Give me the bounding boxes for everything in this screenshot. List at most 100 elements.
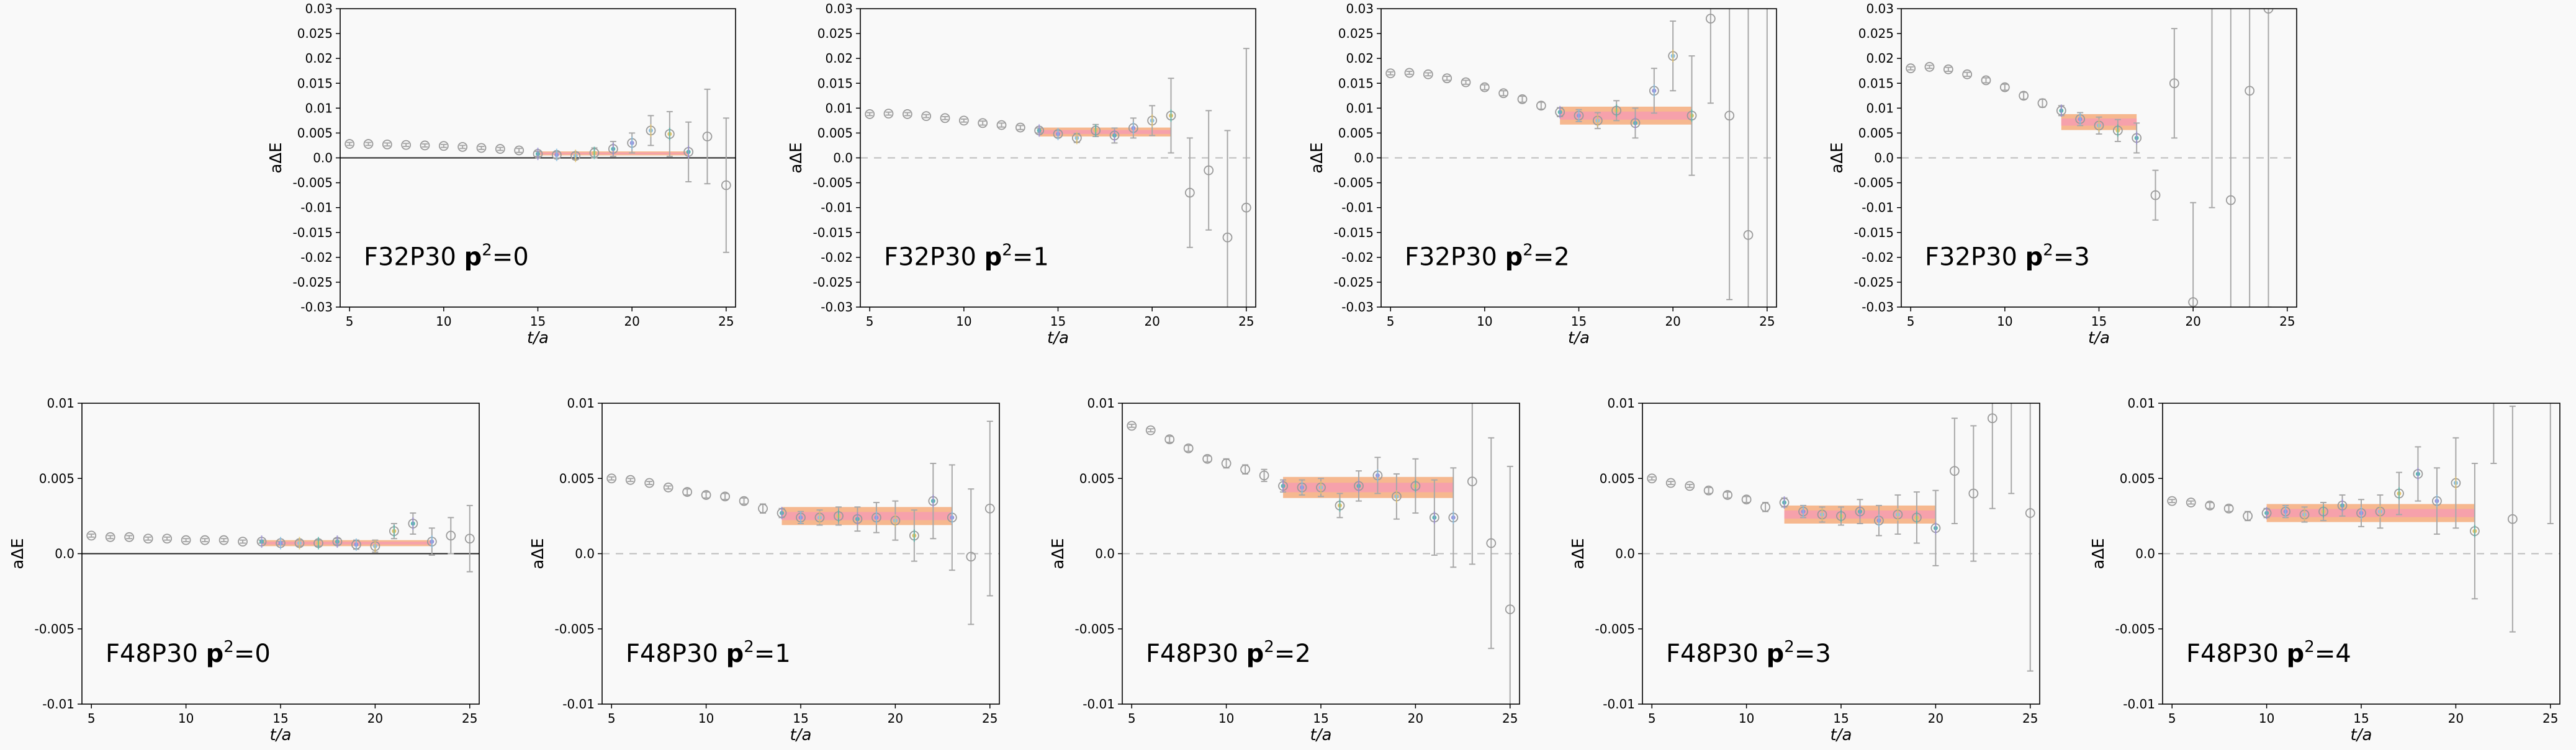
data-point (446, 530, 456, 541)
y-tick-label: -0.01 (1083, 697, 1115, 712)
y-tick-label: 0.025 (297, 26, 333, 41)
momentum-exponent: 2 (1523, 241, 1533, 260)
fit-band-core (2266, 509, 2475, 517)
data-point (438, 141, 449, 151)
y-tick-label: -0.01 (42, 697, 74, 712)
ensemble-name: F48P30 (2186, 640, 2287, 668)
y-tick-label: 0.0 (575, 547, 595, 561)
x-tick-label: 15 (272, 711, 288, 726)
y-tick-label: 0.0 (55, 547, 74, 561)
y-axis-label: aΔE (1828, 142, 1847, 173)
y-tick-label: -0.005 (293, 176, 333, 190)
y-tick-label: 0.005 (39, 471, 74, 486)
data-point (1665, 478, 1676, 488)
y-tick-label: 0.005 (1079, 471, 1115, 486)
momentum-value: =1 (1012, 243, 1049, 272)
y-tick-label: -0.015 (813, 225, 853, 240)
y-tick-label: -0.03 (1341, 300, 1374, 315)
momentum-value: =4 (2315, 640, 2351, 668)
x-tick-label: 20 (2448, 711, 2464, 726)
y-tick-label: 0.0 (1095, 547, 1115, 561)
y-axis-label: aΔE (267, 142, 286, 173)
momentum-value: =0 (234, 640, 271, 668)
data-point (162, 533, 173, 544)
x-tick-label: 20 (1928, 711, 1943, 726)
panel-label: F32P30 p2=3 (1925, 241, 2090, 272)
x-tick-label: 20 (2185, 314, 2200, 329)
y-tick-label: -0.01 (562, 697, 595, 712)
x-axis-label: t/a (790, 726, 812, 744)
fit-band-core (781, 512, 952, 520)
momentum-value: =3 (1795, 640, 1831, 668)
data-point (1467, 476, 1477, 486)
data-point (218, 535, 229, 545)
data-point (1924, 61, 1935, 72)
data-point (2150, 190, 2161, 200)
plot-area (602, 421, 999, 625)
y-tick-label: 0.015 (297, 76, 333, 91)
data-point (978, 118, 988, 128)
data-point (464, 533, 475, 544)
data-point (1145, 425, 1156, 435)
x-tick-label: 10 (1997, 314, 2012, 329)
data-point (984, 503, 995, 514)
momentum-exponent: 2 (2043, 241, 2053, 260)
momentum-symbol: p (464, 243, 482, 272)
data-point (1183, 443, 1194, 453)
y-tick-label: 0.0 (2135, 547, 2155, 561)
x-axis-label: t/a (2088, 329, 2110, 347)
y-tick-label: 0.005 (1338, 125, 1374, 140)
y-tick-label: -0.02 (300, 250, 333, 265)
data-point (2025, 508, 2035, 518)
momentum-value: =2 (1533, 243, 1570, 272)
data-point (1962, 69, 1973, 79)
data-point (1505, 604, 1515, 615)
y-tick-label: 0.01 (47, 396, 74, 411)
y-tick-label: -0.03 (821, 300, 853, 315)
data-point (966, 551, 976, 562)
y-axis-label: aΔE (1308, 142, 1326, 173)
x-axis-label: t/a (1047, 329, 1069, 347)
data-point (2507, 514, 2518, 524)
data-point (1949, 466, 1960, 476)
data-point (1423, 69, 1433, 79)
data-point (720, 491, 730, 502)
data-point (682, 487, 693, 497)
data-point (457, 141, 468, 152)
data-point (1015, 122, 1025, 133)
data-point (1987, 413, 1997, 424)
y-tick-label: 0.015 (1338, 76, 1374, 91)
y-tick-label: 0.01 (2127, 396, 2155, 411)
plot-area (1901, 9, 2297, 307)
x-tick-label: 10 (178, 711, 194, 726)
data-point (86, 530, 97, 541)
plot-area (82, 504, 479, 573)
panel-label: F48P30 p2=3 (1666, 638, 1831, 668)
data-point (2245, 86, 2255, 96)
x-tick-label: 15 (1571, 314, 1587, 329)
momentum-exponent: 2 (1264, 638, 1274, 656)
plot-area (1381, 9, 1777, 307)
x-tick-label: 15 (530, 314, 546, 329)
x-tick-label: 5 (1387, 314, 1395, 329)
data-point (1404, 68, 1415, 78)
y-tick-label: 0.02 (1866, 51, 1894, 66)
y-tick-label: 0.01 (1346, 100, 1374, 115)
y-tick-label: 0.03 (305, 1, 333, 16)
y-tick-label: -0.005 (555, 622, 595, 636)
y-tick-label: 0.005 (559, 471, 595, 486)
panel-label: F48P30 p2=4 (2186, 638, 2351, 668)
x-tick-label: 5 (346, 314, 354, 329)
data-point (1164, 434, 1175, 445)
data-point (1705, 14, 1716, 24)
y-tick-label: -0.015 (1854, 225, 1894, 240)
x-tick-label: 20 (1144, 314, 1160, 329)
momentum-symbol: p (1767, 640, 1785, 668)
momentum-exponent: 2 (482, 241, 492, 260)
x-tick-label: 25 (2279, 314, 2295, 329)
data-point (1240, 464, 1250, 475)
chart-panel: 5 10 15 20 25 -0.03 -0.025 -0.02 -0.015 -0.01 -0.0… (267, 1, 736, 347)
y-tick-label: 0.02 (305, 51, 333, 66)
x-tick-label: 10 (1477, 314, 1492, 329)
chart-panel: 5 10 15 20 25 -0.01 -0.005 0.0 0.005 0.01 t/a aΔE F4… (1569, 396, 2040, 744)
